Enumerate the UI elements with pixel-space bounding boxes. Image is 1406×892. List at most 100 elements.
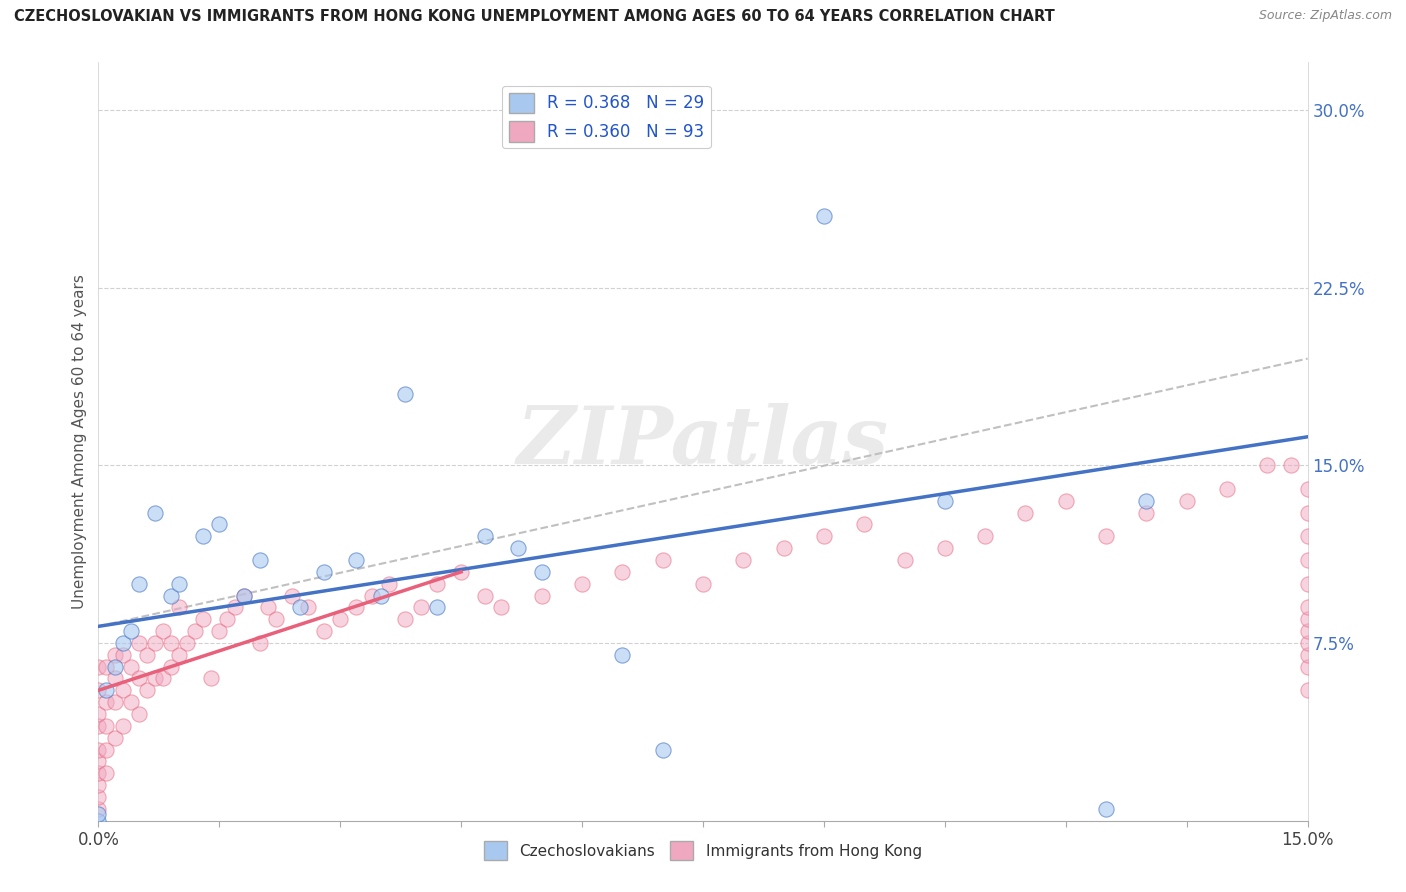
Point [152, 672, 174, 686]
Point [344, 600, 367, 615]
Point [450, 565, 472, 579]
Point [1296, 553, 1319, 567]
Point [1054, 493, 1077, 508]
Point [314, 624, 336, 639]
Point [224, 600, 246, 615]
Point [87, 742, 110, 756]
Point [813, 529, 835, 543]
Point [208, 517, 231, 532]
Point [772, 541, 794, 556]
Point [96, 659, 118, 673]
Point [103, 648, 125, 662]
Point [87, 719, 110, 733]
Point [128, 576, 150, 591]
Point [1135, 506, 1157, 520]
Point [612, 648, 634, 662]
Point [200, 672, 222, 686]
Point [96, 766, 118, 780]
Point [167, 600, 190, 615]
Point [1135, 493, 1157, 508]
Point [426, 600, 449, 615]
Point [193, 612, 215, 626]
Point [128, 636, 150, 650]
Point [530, 565, 553, 579]
Point [193, 529, 215, 543]
Point [1296, 683, 1319, 698]
Point [733, 553, 755, 567]
Point [1281, 458, 1303, 473]
Point [256, 600, 278, 615]
Point [87, 683, 110, 698]
Point [96, 719, 118, 733]
Point [1095, 529, 1118, 543]
Point [288, 600, 311, 615]
Y-axis label: Unemployment Among Ages 60 to 64 years: Unemployment Among Ages 60 to 64 years [72, 274, 87, 609]
Point [128, 672, 150, 686]
Point [474, 529, 496, 543]
Point [143, 506, 166, 520]
Point [530, 589, 553, 603]
Point [184, 624, 207, 639]
Point [1296, 600, 1319, 615]
Point [232, 589, 254, 603]
Point [87, 766, 110, 780]
Point [893, 553, 915, 567]
Point [103, 731, 125, 745]
Point [120, 659, 142, 673]
Point [377, 576, 399, 591]
Point [167, 576, 190, 591]
Point [96, 683, 118, 698]
Point [103, 695, 125, 709]
Point [87, 659, 110, 673]
Point [1216, 482, 1239, 496]
Point [143, 636, 166, 650]
Point [135, 648, 157, 662]
Point [651, 553, 673, 567]
Point [934, 541, 956, 556]
Text: CZECHOSLOVAKIAN VS IMMIGRANTS FROM HONG KONG UNEMPLOYMENT AMONG AGES 60 TO 64 YE: CZECHOSLOVAKIAN VS IMMIGRANTS FROM HONG … [14, 9, 1054, 24]
Point [87, 814, 110, 828]
Point [1296, 529, 1319, 543]
Point [813, 210, 835, 224]
Point [506, 541, 529, 556]
Point [692, 576, 714, 591]
Point [281, 589, 304, 603]
Point [111, 648, 134, 662]
Point [160, 659, 183, 673]
Point [394, 387, 416, 401]
Point [167, 648, 190, 662]
Point [87, 802, 110, 816]
Point [491, 600, 513, 615]
Point [934, 493, 956, 508]
Point [426, 576, 449, 591]
Point [1296, 636, 1319, 650]
Point [96, 742, 118, 756]
Point [111, 683, 134, 698]
Point [1095, 802, 1118, 816]
Point [249, 553, 271, 567]
Point [1296, 506, 1319, 520]
Point [1296, 612, 1319, 626]
Text: ZIPatlas: ZIPatlas [517, 403, 889, 480]
Point [87, 706, 110, 721]
Point [1175, 493, 1198, 508]
Point [87, 778, 110, 792]
Point [217, 612, 239, 626]
Point [1296, 624, 1319, 639]
Point [87, 789, 110, 804]
Point [103, 672, 125, 686]
Point [297, 600, 319, 615]
Point [135, 683, 157, 698]
Point [1256, 458, 1278, 473]
Point [111, 636, 134, 650]
Point [344, 553, 367, 567]
Point [87, 806, 110, 821]
Point [87, 755, 110, 769]
Point [120, 624, 142, 639]
Point [96, 695, 118, 709]
Point [651, 742, 673, 756]
Point [160, 589, 183, 603]
Point [474, 589, 496, 603]
Point [329, 612, 352, 626]
Point [1296, 648, 1319, 662]
